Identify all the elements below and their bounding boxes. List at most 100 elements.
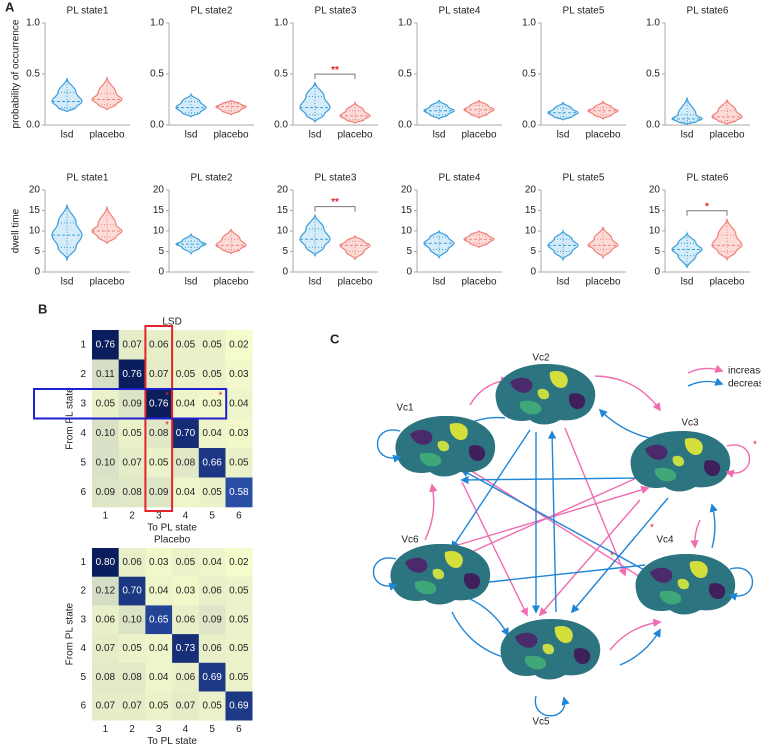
y-tick-label: 1 [80, 557, 86, 568]
cell-label: 0.04 [176, 487, 196, 498]
y-tick-label: 0.0 [646, 120, 660, 131]
y-tick-label: 5 [530, 246, 536, 257]
heatmap-cell [198, 389, 226, 419]
y-tick-label: 4 [80, 643, 86, 654]
heatmap-cell [225, 662, 253, 692]
cell-label: 0.70 [122, 586, 142, 597]
transition-arrow [709, 503, 718, 549]
cell-label: 0.76 [96, 339, 116, 350]
highlight-row [33, 388, 228, 420]
transition-arrow [460, 469, 649, 573]
x-tick-label: 2 [129, 511, 135, 522]
star-label: * [219, 391, 223, 402]
chart-title: LSD [162, 317, 181, 328]
y-tick-label: 0.0 [274, 120, 288, 131]
y-tick-label: 10 [525, 226, 537, 237]
y-tick-label: 20 [525, 185, 537, 196]
x-tick-label: lsd [681, 277, 694, 288]
y-tick-label: 0.5 [522, 69, 536, 80]
heatmap-cell [145, 548, 173, 577]
cell-label: 0.06 [122, 557, 142, 568]
cell-label: 0.69 [202, 672, 222, 683]
cell-label: 0.10 [96, 457, 116, 468]
cell-label: 0.66 [202, 457, 222, 468]
heatmap-cell [198, 448, 226, 478]
y-tick-label: 1 [80, 339, 86, 350]
y-tick-label: 5 [406, 246, 412, 257]
cell-label: 0.05 [149, 457, 169, 468]
cell-label: 0.58 [229, 487, 249, 498]
y-tick-label: 0 [34, 267, 40, 278]
y-tick-label: 0 [530, 267, 536, 278]
heatmap-cell [198, 418, 226, 449]
heatmap-cell [145, 477, 173, 508]
violin-body [423, 229, 455, 260]
cell-label: 0.73 [176, 643, 196, 654]
heatmap-cell [198, 330, 226, 360]
heatmap-cell [172, 448, 200, 478]
heatmap-cell [172, 477, 200, 508]
cell-label: 0.05 [122, 643, 142, 654]
transition-arrow [538, 499, 641, 617]
cell-label: 0.76 [149, 398, 169, 409]
heatmap-cell [92, 418, 119, 449]
transition-arrow [570, 497, 669, 614]
significance-label: ** [331, 197, 339, 208]
legend-arrow [687, 377, 724, 387]
node-label: Vc5 [532, 717, 550, 728]
panel-label: A [5, 0, 15, 14]
heatmap-cell [145, 662, 173, 692]
x-tick-label: lsd [557, 130, 570, 141]
y-tick-label: 10 [29, 226, 41, 237]
cell-label: 0.08 [122, 672, 142, 683]
significance-label: * [705, 201, 709, 212]
cell-label: 0.06 [202, 643, 222, 654]
x-tick-label: 5 [209, 724, 215, 735]
x-tick-label: placebo [461, 277, 496, 288]
cell-label: 0.76 [122, 369, 142, 380]
cell-label: 0.05 [229, 643, 249, 654]
legend-arrow [687, 364, 724, 374]
node-label: Vc1 [396, 403, 414, 414]
x-tick-label: 3 [156, 511, 162, 522]
violin-body [671, 97, 703, 125]
y-axis-label: probability of occurrence [11, 19, 22, 128]
heatmap-cell [92, 448, 119, 478]
heatmap-cell [145, 389, 173, 419]
violin-body [711, 218, 743, 262]
chart-title: PL state5 [563, 6, 605, 17]
violin-body [671, 230, 703, 268]
x-tick-label: placebo [337, 277, 372, 288]
x-tick-label: 6 [236, 511, 242, 522]
x-tick-label: lsd [61, 277, 74, 288]
transition-arrow [619, 628, 661, 666]
cell-label: 0.10 [122, 614, 142, 625]
significance-bracket [314, 206, 356, 212]
heatmap-cell [198, 662, 226, 692]
cell-label: 0.09 [149, 487, 169, 498]
cell-label: 0.10 [96, 428, 116, 439]
cell-label: 0.05 [229, 586, 249, 597]
y-tick-label: 10 [401, 226, 413, 237]
cell-label: 0.09 [122, 398, 142, 409]
transition-arrow [594, 375, 661, 412]
heatmap-cell [92, 576, 119, 606]
y-tick-label: 20 [29, 185, 41, 196]
x-tick-label: lsd [61, 130, 74, 141]
heatmap-cell [118, 576, 146, 606]
cell-label: 0.11 [96, 369, 115, 380]
cell-label: 0.12 [96, 586, 116, 597]
cell-label: 0.08 [176, 457, 196, 468]
heatmap-cell [145, 576, 173, 606]
brain [390, 543, 491, 605]
heatmap-cell [145, 330, 173, 360]
y-tick-label: 10 [277, 226, 289, 237]
transition-arrow [690, 519, 701, 549]
y-tick-label: 4 [80, 428, 86, 439]
brain [495, 363, 596, 425]
panel-label: C [330, 331, 340, 346]
heatmap-cell [172, 576, 200, 606]
chart-title: PL state3 [315, 173, 357, 184]
node-label: Vc6 [401, 535, 419, 546]
y-tick-label: 0.5 [150, 69, 164, 80]
